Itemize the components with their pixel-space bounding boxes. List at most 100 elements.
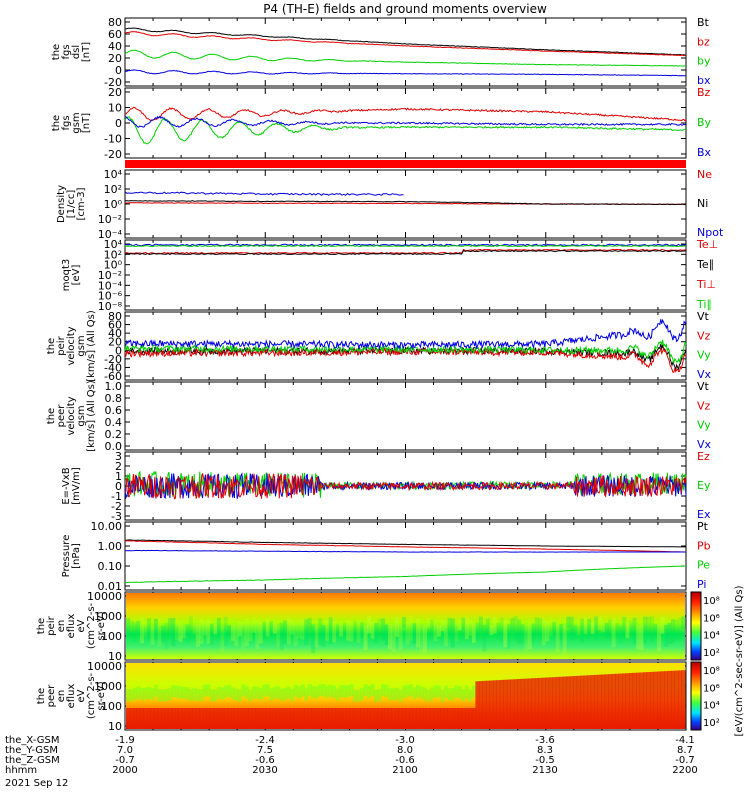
legend-entry: Bz [697, 86, 711, 99]
spectrogram-ion-cell [363, 625, 368, 651]
x-axis-row-value: -4.1 [675, 735, 695, 746]
y-tick-label: 100 [101, 700, 122, 713]
spectrogram-electron-cell [307, 708, 312, 729]
spectrogram-electron-cell [241, 708, 246, 729]
spectrogram-electron-cell [381, 684, 386, 697]
spectrogram-ion-cell [143, 622, 148, 637]
spectrogram-ion-cell [227, 625, 232, 638]
spectrogram-ion-cell [454, 623, 459, 642]
spectrogram-ion-cell [244, 617, 249, 647]
legend-entry: Pi [697, 578, 706, 591]
y-axis-label-line: eflux [66, 684, 77, 709]
spectrogram-electron-cell [471, 708, 476, 729]
spectrogram-ion-cell [583, 617, 588, 634]
spectrogram-electron-cell [188, 708, 193, 729]
spectrogram-ion-cell [164, 622, 169, 650]
series-line-by [124, 49, 687, 67]
spectrogram-electron-cell [297, 686, 302, 699]
spectrogram-ion-cell [608, 619, 613, 637]
spectrogram-ion-cell [339, 622, 344, 637]
spectrogram-electron-cell [608, 674, 613, 729]
y-axis-label-line: gsm [76, 405, 87, 426]
y-axis-label: the peer en eflux eV (cm^2-s-sr-eV) [36, 672, 107, 719]
spectrogram-electron-cell [174, 685, 179, 698]
spectrogram-electron-cell [325, 708, 330, 729]
y-axis-label-line: the [46, 338, 57, 354]
y-tick-label: 0 [115, 117, 122, 130]
spectrogram-ion-cell [531, 623, 536, 643]
spectrogram-electron-cell [377, 708, 382, 729]
spectrogram-electron-cell [503, 679, 508, 729]
spectrogram-ion-cell [657, 623, 662, 652]
spectrogram-ion-cell [436, 624, 441, 637]
spectrogram-ion-cell [199, 619, 204, 644]
spectrogram-electron-cell [534, 678, 539, 729]
legend-entry: Bx [697, 146, 712, 159]
spectrogram-ion-cell [279, 622, 284, 651]
legend-entry: Vz [697, 329, 711, 342]
spectrogram-ion-cell [157, 618, 162, 647]
spectrogram-electron-cell [171, 685, 176, 698]
spectrogram-ion-cell [597, 616, 602, 631]
spectrogram-electron-cell [422, 708, 427, 729]
spectrogram-electron-cell [464, 686, 469, 699]
spectrogram-electron-cell [650, 671, 655, 729]
spectrogram-ion-cell [374, 622, 379, 644]
y-axis-label-line: gsm [71, 112, 82, 133]
y-tick-label: 10⁻² [98, 269, 122, 282]
y-axis-label-line: Density [56, 185, 67, 223]
spectrogram-electron-cell [388, 688, 393, 701]
y-axis-label-line: (cm^2-s- [86, 672, 97, 719]
series-line-bz [124, 31, 687, 57]
spectrogram-electron-cell [251, 708, 256, 729]
spectrogram-electron-cell [408, 708, 413, 729]
y-axis-label-line: [nPa] [71, 543, 82, 569]
spectrogram-electron-cell [587, 675, 592, 729]
y-tick-label: 40 [108, 327, 122, 340]
spectrogram-electron-cell [562, 676, 567, 729]
legend-entry: Vz [697, 399, 711, 412]
spectrogram-ion-cell [272, 622, 277, 634]
spectrogram-electron-cell [272, 686, 277, 699]
y-tick-label: 0.2 [105, 428, 123, 441]
spectrogram-electron-cell [646, 672, 651, 729]
y-tick-label: 10⁻⁴ [98, 228, 123, 241]
spectrogram-electron-cell [552, 677, 557, 729]
spectrogram-ion-cell [580, 618, 585, 643]
spectrogram-electron-cell [541, 677, 546, 729]
spectrogram-electron-cell [321, 708, 326, 729]
spectrogram-electron-cell [258, 708, 263, 729]
spectrogram-ion-cell [426, 618, 431, 629]
spectrogram-ion-cell [576, 619, 581, 636]
legend-entry: Ez [697, 450, 710, 463]
spectrogram-electron-cell [209, 689, 214, 702]
spectrogram-ion-cell [471, 623, 476, 643]
spectrogram-ion-cell [667, 623, 672, 644]
spectrogram-ion-cell [367, 616, 372, 634]
spectrogram-ion-cell [541, 618, 546, 646]
legend-entry: Te∥ [696, 258, 714, 271]
spectrogram-electron-cell [482, 680, 487, 729]
spectrogram-ion-cell [192, 624, 197, 635]
spectrogram-ion-cell [220, 625, 225, 652]
spectrogram-ion-cell [674, 619, 679, 640]
legend-entry: Vx [697, 368, 712, 381]
spectrogram-electron-cell [335, 708, 340, 729]
legend-entry: Bt [697, 16, 710, 29]
spectrogram-electron-cell [213, 689, 218, 702]
legend-entry: Ey [697, 479, 711, 492]
spectrogram-electron-cell [286, 686, 291, 699]
spectrogram-electron-cell [216, 708, 221, 729]
y-axis-label-line: the [36, 618, 47, 634]
spectrogram-electron-cell [412, 708, 417, 729]
spectrogram-electron-cell [265, 708, 270, 729]
spectrogram-electron-cell [178, 708, 183, 729]
y-tick-label: 10⁻⁶ [98, 290, 123, 303]
spectrogram-ion-cell [402, 617, 406, 628]
spectrogram-electron-cell [126, 708, 130, 729]
y-axis-label-line: velocity [66, 326, 77, 365]
y-tick-label: 1000 [94, 610, 122, 623]
spectrogram-ion-cell [489, 624, 494, 636]
spectrogram-electron-cell [671, 670, 676, 729]
spectrogram-ion-cell [422, 624, 427, 653]
